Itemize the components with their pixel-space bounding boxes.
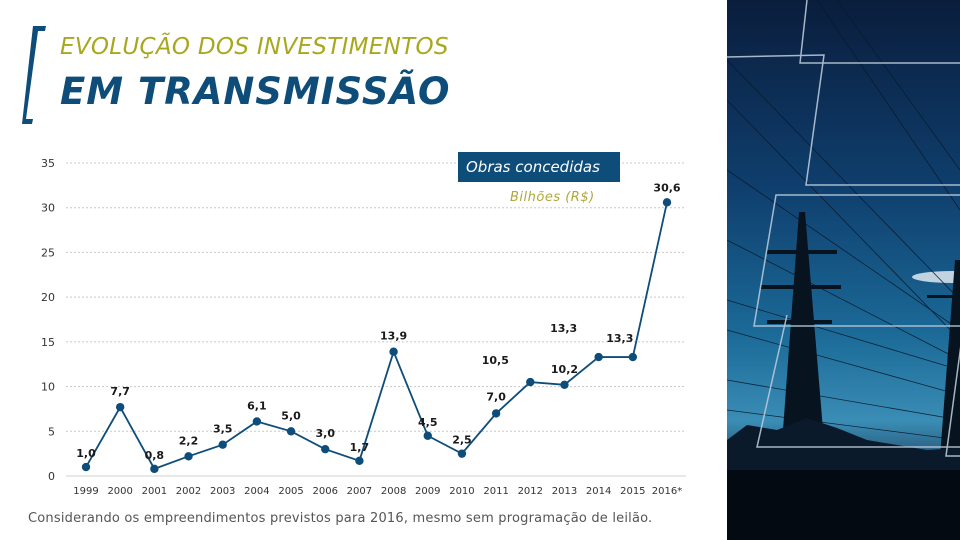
- data-point: [184, 452, 193, 461]
- y-tick-label: 35: [41, 157, 55, 170]
- data-point: [662, 198, 672, 207]
- y-tick-label: 10: [41, 381, 55, 394]
- data-point: [115, 402, 125, 412]
- x-tick-label: 2006: [313, 486, 338, 497]
- data-label: 13,3: [606, 332, 633, 345]
- x-tick-label: 2003: [210, 486, 235, 497]
- x-tick-label: 2002: [176, 486, 201, 497]
- data-point: [423, 431, 432, 440]
- data-point: [491, 409, 501, 418]
- data-point: [526, 377, 535, 387]
- x-tick-label: 2011: [483, 486, 508, 497]
- data-point: [457, 449, 467, 458]
- data-label: 5,0: [281, 409, 301, 422]
- y-tick-label: 15: [41, 336, 55, 349]
- data-label: 10,5: [482, 354, 509, 367]
- data-label: 0,8: [145, 449, 165, 462]
- data-point: [286, 427, 296, 436]
- data-point: [389, 347, 398, 356]
- title-line-2: EM TRANSMISSÃO: [60, 70, 451, 113]
- data-label: 10,2: [551, 363, 578, 376]
- x-tick-label: 2007: [347, 486, 372, 497]
- y-tick-label: 20: [41, 291, 55, 304]
- y-tick-label: 5: [48, 425, 55, 438]
- x-tick-label: 2001: [142, 486, 167, 497]
- data-label: 3,5: [213, 423, 233, 436]
- x-tick-label: 2012: [518, 486, 543, 497]
- data-point: [594, 352, 603, 362]
- unit-label: Bilhões (R$): [510, 190, 595, 205]
- data-point: [150, 464, 159, 474]
- transmission-tower-photo: [727, 0, 960, 540]
- x-tick-label: 1999: [73, 486, 98, 497]
- y-tick-label: 25: [41, 246, 55, 259]
- x-tick-label: 2004: [244, 486, 269, 497]
- data-label: 6,1: [247, 399, 267, 412]
- data-point: [355, 456, 364, 465]
- data-point: [81, 462, 91, 472]
- data-point: [218, 440, 227, 449]
- data-label: 2,2: [179, 434, 199, 447]
- series-line: [85, 202, 668, 470]
- data-point: [560, 380, 569, 389]
- line-chart: 0 5 10 15 20 25 30 35 1999 2000 2001 2002 2003 2004 20…: [41, 157, 686, 497]
- x-tick-label: 2013: [552, 486, 577, 497]
- y-tick-label: 30: [41, 202, 55, 215]
- y-tick-label: 0: [48, 470, 55, 483]
- x-tick-label: 2014: [586, 486, 611, 497]
- x-tick-label: 2000: [107, 486, 132, 497]
- data-label: 7,0: [486, 390, 506, 403]
- bracket-decoration: [22, 26, 46, 124]
- x-tick-label: 2009: [415, 486, 440, 497]
- data-label: 2,5: [452, 434, 472, 447]
- x-tick-label: 2008: [381, 486, 406, 497]
- data-label: 1,7: [350, 441, 370, 454]
- x-tick-label: 2005: [278, 486, 303, 497]
- title-line-1: EVOLUÇÃO DOS INVESTIMENTOS: [60, 34, 449, 60]
- data-point: [321, 444, 330, 454]
- data-label: 4,5: [418, 416, 438, 429]
- data-label: 13,9: [380, 330, 407, 343]
- x-tick-label: 2015: [620, 486, 645, 497]
- data-label: 1,0: [76, 447, 96, 460]
- data-label: 7,7: [110, 385, 130, 398]
- x-tick-label: 2010: [449, 486, 474, 497]
- data-label: 13,3: [550, 322, 577, 335]
- footnote: Considerando os empreendimentos previsto…: [28, 511, 653, 526]
- x-tick-label: 2016*: [652, 486, 682, 497]
- data-label: 30,6: [653, 181, 680, 194]
- data-label: 3,0: [315, 427, 335, 440]
- data-point: [252, 417, 262, 426]
- legend-series-label: Obras concedidas: [458, 152, 620, 182]
- data-point: [628, 352, 638, 362]
